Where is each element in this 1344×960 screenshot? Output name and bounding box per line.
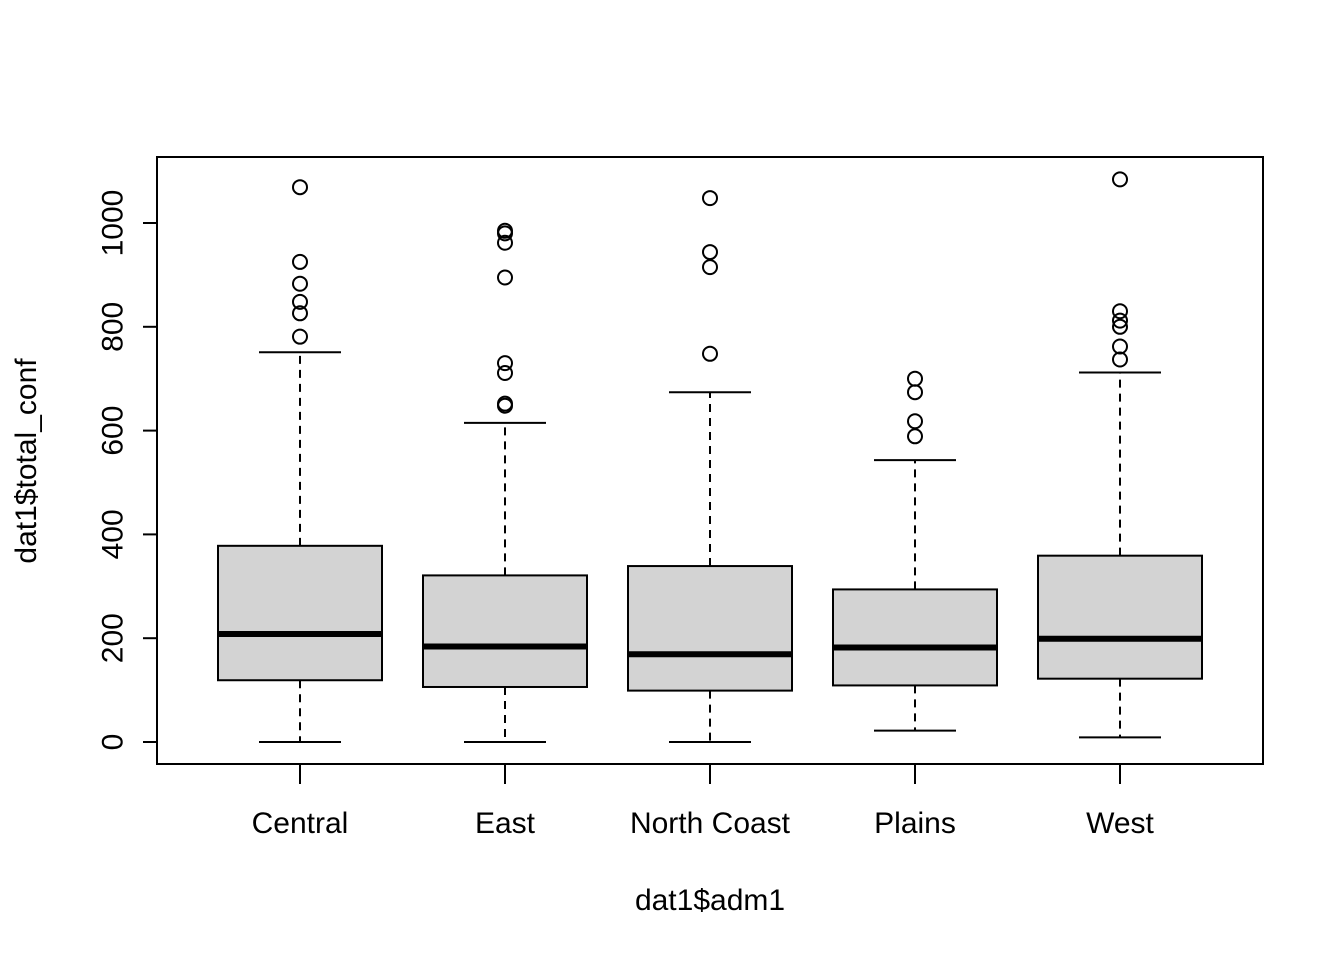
outlier-point — [497, 364, 513, 381]
outlier-point — [497, 397, 513, 414]
outlier-point — [1112, 171, 1128, 188]
outlier-point — [702, 190, 718, 207]
outlier-point — [1112, 303, 1128, 320]
y-tick-label: 0 — [97, 734, 130, 751]
x-axis: Central East North Coast Plains West — [252, 764, 1155, 840]
box-group-plains — [832, 370, 998, 732]
outlier-point — [497, 355, 513, 372]
box-group-west — [1037, 171, 1203, 739]
x-tick-label: Central — [252, 807, 349, 840]
outlier-point — [1112, 351, 1128, 368]
outlier-point — [702, 345, 718, 362]
y-tick-label: 1000 — [97, 190, 130, 257]
outlier-point — [497, 234, 513, 251]
outlier-point — [292, 328, 308, 345]
iqr-box — [832, 588, 998, 687]
y-tick-label: 800 — [97, 302, 130, 352]
y-axis: 0 200 400 600 800 1000 — [97, 190, 158, 751]
iqr-box — [627, 565, 793, 692]
outlier-point — [907, 428, 923, 445]
outlier-point — [907, 413, 923, 430]
outlier-point — [1112, 318, 1128, 335]
iqr-box — [422, 574, 588, 688]
outlier-point — [292, 293, 308, 310]
outlier-point — [907, 384, 923, 401]
y-axis-title: dat1$total_conf — [10, 358, 43, 564]
outlier-point — [292, 179, 308, 196]
y-tick-label: 200 — [97, 613, 130, 663]
outlier-point — [1112, 338, 1128, 355]
box-group-east — [422, 222, 588, 743]
outlier-point — [292, 305, 308, 322]
box-group-central — [217, 179, 383, 743]
outlier-point — [292, 253, 308, 270]
boxes — [217, 171, 1203, 743]
x-tick-label: West — [1086, 807, 1154, 840]
outlier-point — [1112, 312, 1128, 329]
outlier-point — [702, 259, 718, 276]
outlier-point — [497, 269, 513, 286]
x-tick-label: East — [475, 807, 536, 840]
x-tick-label: North Coast — [630, 807, 791, 840]
outlier-point — [292, 275, 308, 292]
y-tick-label: 400 — [97, 509, 130, 559]
iqr-box — [1037, 554, 1203, 680]
x-axis-title: dat1$adm1 — [635, 884, 785, 917]
outlier-point — [497, 225, 513, 242]
x-tick-label: Plains — [874, 807, 956, 840]
box-group-north-coast — [627, 190, 793, 743]
iqr-box — [217, 544, 383, 682]
outlier-point — [702, 244, 718, 261]
y-tick-label: 600 — [97, 406, 130, 456]
outlier-point — [907, 370, 923, 387]
